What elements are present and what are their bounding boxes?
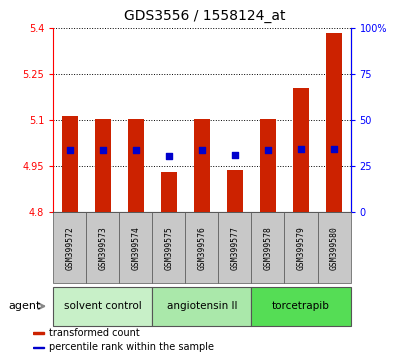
Text: GSM399579: GSM399579	[296, 226, 305, 270]
Bar	[119, 212, 152, 283]
Text: solvent control: solvent control	[64, 301, 142, 311]
Point	[165, 153, 172, 159]
Bar	[259, 119, 276, 212]
Point	[264, 147, 271, 152]
Bar	[86, 212, 119, 283]
Text: GSM399580: GSM399580	[329, 226, 338, 270]
Bar	[317, 212, 350, 283]
Text: GSM399578: GSM399578	[263, 226, 272, 270]
Bar	[94, 119, 111, 212]
Point	[330, 146, 337, 152]
Text: torcetrapib: torcetrapib	[272, 301, 329, 311]
Bar	[160, 172, 177, 212]
Text: GSM399576: GSM399576	[197, 226, 206, 270]
Bar	[185, 212, 218, 283]
Text: GSM399573: GSM399573	[98, 226, 107, 270]
Text: GDS3556 / 1558124_at: GDS3556 / 1558124_at	[124, 9, 285, 23]
Bar	[152, 287, 251, 326]
Point	[297, 146, 303, 152]
Text: transformed count: transformed count	[49, 328, 139, 338]
Point	[66, 147, 73, 152]
Bar	[226, 170, 243, 212]
Text: GSM399572: GSM399572	[65, 226, 74, 270]
Point	[231, 152, 238, 158]
Bar	[33, 332, 44, 333]
Bar	[251, 287, 350, 326]
Point	[198, 147, 204, 152]
Bar	[218, 212, 251, 283]
Text: agent: agent	[8, 301, 40, 311]
Bar	[325, 33, 342, 212]
Bar	[127, 119, 144, 212]
Text: GSM399575: GSM399575	[164, 226, 173, 270]
Bar	[193, 119, 210, 212]
Text: GSM399574: GSM399574	[131, 226, 140, 270]
Bar	[33, 347, 44, 348]
Point	[99, 148, 106, 153]
Bar	[53, 212, 86, 283]
Bar	[61, 116, 78, 212]
Bar	[284, 212, 317, 283]
Bar	[53, 287, 152, 326]
Text: percentile rank within the sample: percentile rank within the sample	[49, 342, 213, 353]
Text: GSM399577: GSM399577	[230, 226, 239, 270]
Bar	[292, 88, 308, 212]
Point	[132, 147, 139, 153]
Text: angiotensin II: angiotensin II	[166, 301, 236, 311]
Bar	[251, 212, 284, 283]
Bar	[152, 212, 185, 283]
